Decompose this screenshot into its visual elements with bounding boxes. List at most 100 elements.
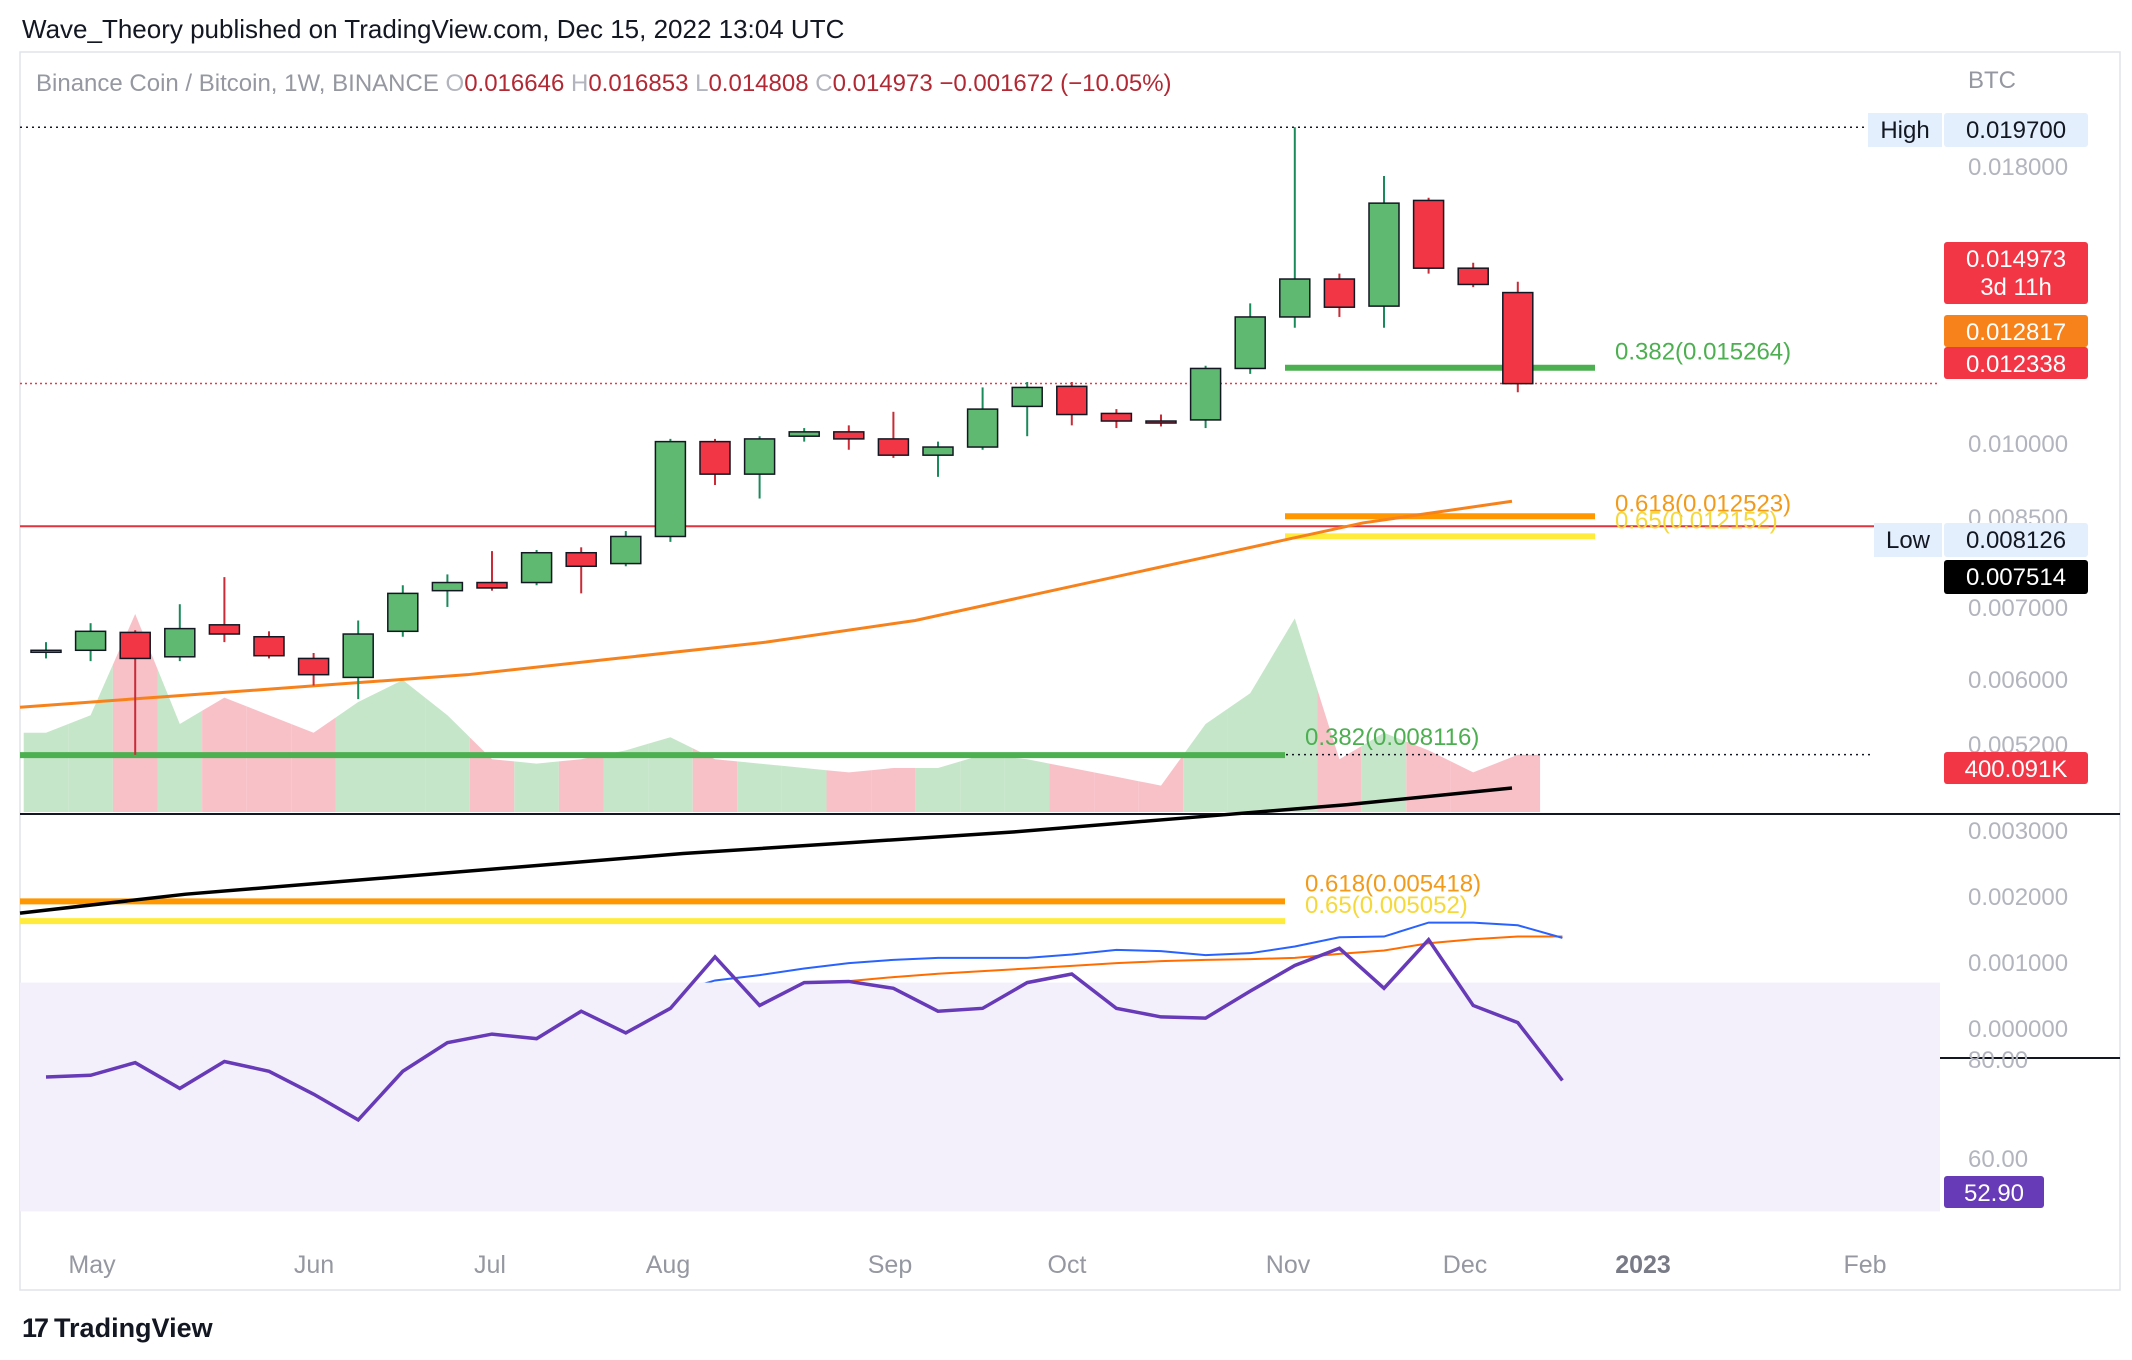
time-axis-label: Nov [1266, 1251, 1311, 1279]
candle-body [1100, 412, 1133, 422]
candle-body [164, 627, 196, 658]
volume-mark [692, 748, 738, 812]
candle-body [922, 446, 954, 456]
volume-mark [157, 669, 203, 812]
macd-tick-label: 0.001000 [1968, 950, 2068, 977]
volume-mark [1049, 763, 1095, 812]
price-tick-label: 0.018000 [1968, 154, 2068, 181]
ma-orange-tag: 0.012817 [1966, 319, 2066, 346]
hline-price-tag-box [1944, 347, 2088, 379]
time-axis-label: 2023 [1615, 1251, 1671, 1279]
candle-body [610, 535, 642, 565]
macd-tick-label: 0.003000 [1968, 818, 2068, 845]
hline-price-tag: 0.012338 [1966, 351, 2066, 378]
candle-body [1323, 278, 1356, 308]
volume-mark [1406, 741, 1451, 812]
volume-tag-box [1944, 752, 2088, 784]
high-label-box [1868, 113, 1942, 147]
candle-body [1189, 367, 1222, 421]
open-label: O [445, 70, 465, 97]
volume-mark [68, 664, 113, 812]
price-tick-label: 0.010000 [1968, 431, 2068, 458]
fib-label: 0.65(0.005052) [1305, 892, 1468, 919]
volume-mark [1361, 732, 1407, 812]
high-label: High [1880, 117, 1929, 144]
time-axis-label: Jun [294, 1251, 334, 1279]
low-price-tag-box [1944, 523, 2088, 557]
candle-body [654, 440, 687, 538]
volume-mark [1094, 772, 1139, 812]
moving-averages [19, 499, 1513, 915]
candle-body [1056, 385, 1088, 416]
candle-body [431, 581, 464, 592]
price-tick-label: 0.006000 [1968, 667, 2068, 694]
candle-body [119, 631, 151, 660]
low-value: 0.014808 [708, 70, 809, 97]
candle-body [520, 551, 553, 584]
fib-label: 0.618(0.012523) [1615, 490, 1791, 517]
volume-mark [380, 680, 426, 812]
rsi-pane [20, 936, 1940, 1212]
time-axis-label: May [68, 1251, 116, 1279]
volume-mark [469, 737, 515, 812]
volume-mark [1495, 754, 1541, 812]
volume-mark [737, 761, 782, 812]
volume-mark [23, 724, 69, 812]
fib-label: 0.382(0.015264) [1615, 339, 1791, 366]
volume-mark [1004, 757, 1050, 812]
publisher-caption: Wave_Theory published on TradingView.com… [22, 14, 845, 44]
candle-body [1011, 386, 1043, 408]
candle-body [788, 431, 820, 437]
volume-mark [603, 743, 649, 812]
candle-body [1145, 420, 1177, 424]
volume-mark [1183, 708, 1228, 812]
time-axis-label: Dec [1443, 1251, 1487, 1279]
time-axis-label: Sep [868, 1251, 912, 1279]
rsi-line [45, 936, 1564, 1123]
rsi-tick-label: 80.00 [1968, 1047, 2028, 1074]
ma-black-line [19, 786, 1513, 915]
low-label: L [695, 70, 709, 97]
price-axis-unit: BTC [1968, 67, 2016, 94]
volume-mark [1272, 618, 1318, 812]
change-value: −0.001672 (−10.05%) [939, 70, 1172, 97]
candle-body [1279, 278, 1311, 318]
price-tick-label: 0.007000 [1968, 595, 2068, 622]
candle-body [699, 440, 731, 475]
symbol-legend: Binance Coin / Bitcoin, 1W, BINANCE O0.0… [36, 70, 1172, 98]
volume-mark [826, 770, 872, 812]
candle-body [1502, 291, 1534, 385]
candle-body [30, 649, 62, 654]
volume-mark [871, 768, 916, 812]
last-price-tag-countdown: 3d 11h [1980, 274, 2052, 301]
low-label: Low [1886, 527, 1931, 554]
high-label: H [570, 70, 589, 97]
high-price-tag: 0.019700 [1966, 117, 2066, 144]
volume-tag: 400.091K [1965, 756, 2068, 783]
rsi-value-box [1944, 1176, 2044, 1208]
volume-mark [960, 754, 1005, 812]
volume-mark [1450, 761, 1496, 812]
ma-orange-tag-box [1944, 315, 2088, 347]
volume-mark [915, 761, 961, 812]
low-label-box [1874, 523, 1942, 557]
low-price-tag: 0.008126 [1966, 527, 2066, 554]
candle-body [1457, 267, 1489, 286]
volume-mark [335, 691, 381, 812]
time-axis-label: Aug [646, 1251, 690, 1279]
tv-logo-icon: 17 [22, 1313, 49, 1343]
candle-body [1234, 316, 1266, 370]
time-axis-label: Oct [1048, 1251, 1087, 1279]
time-axis-label: Feb [1843, 1251, 1886, 1279]
close-value: 0.014973 [832, 70, 933, 97]
tradingview-logo[interactable]: 17 TradingView [22, 1313, 213, 1344]
rsi-value-tag: 52.90 [1964, 1180, 2024, 1207]
open-value: 0.016646 [464, 70, 565, 97]
volume-mark [1227, 655, 1273, 812]
candle-body [833, 431, 865, 440]
fib-levels: 0.382(0.015264) 0.618(0.012523)0.65(0.012… [20, 126, 1940, 925]
fib-label: 0.65(0.012152) [1615, 507, 1778, 534]
